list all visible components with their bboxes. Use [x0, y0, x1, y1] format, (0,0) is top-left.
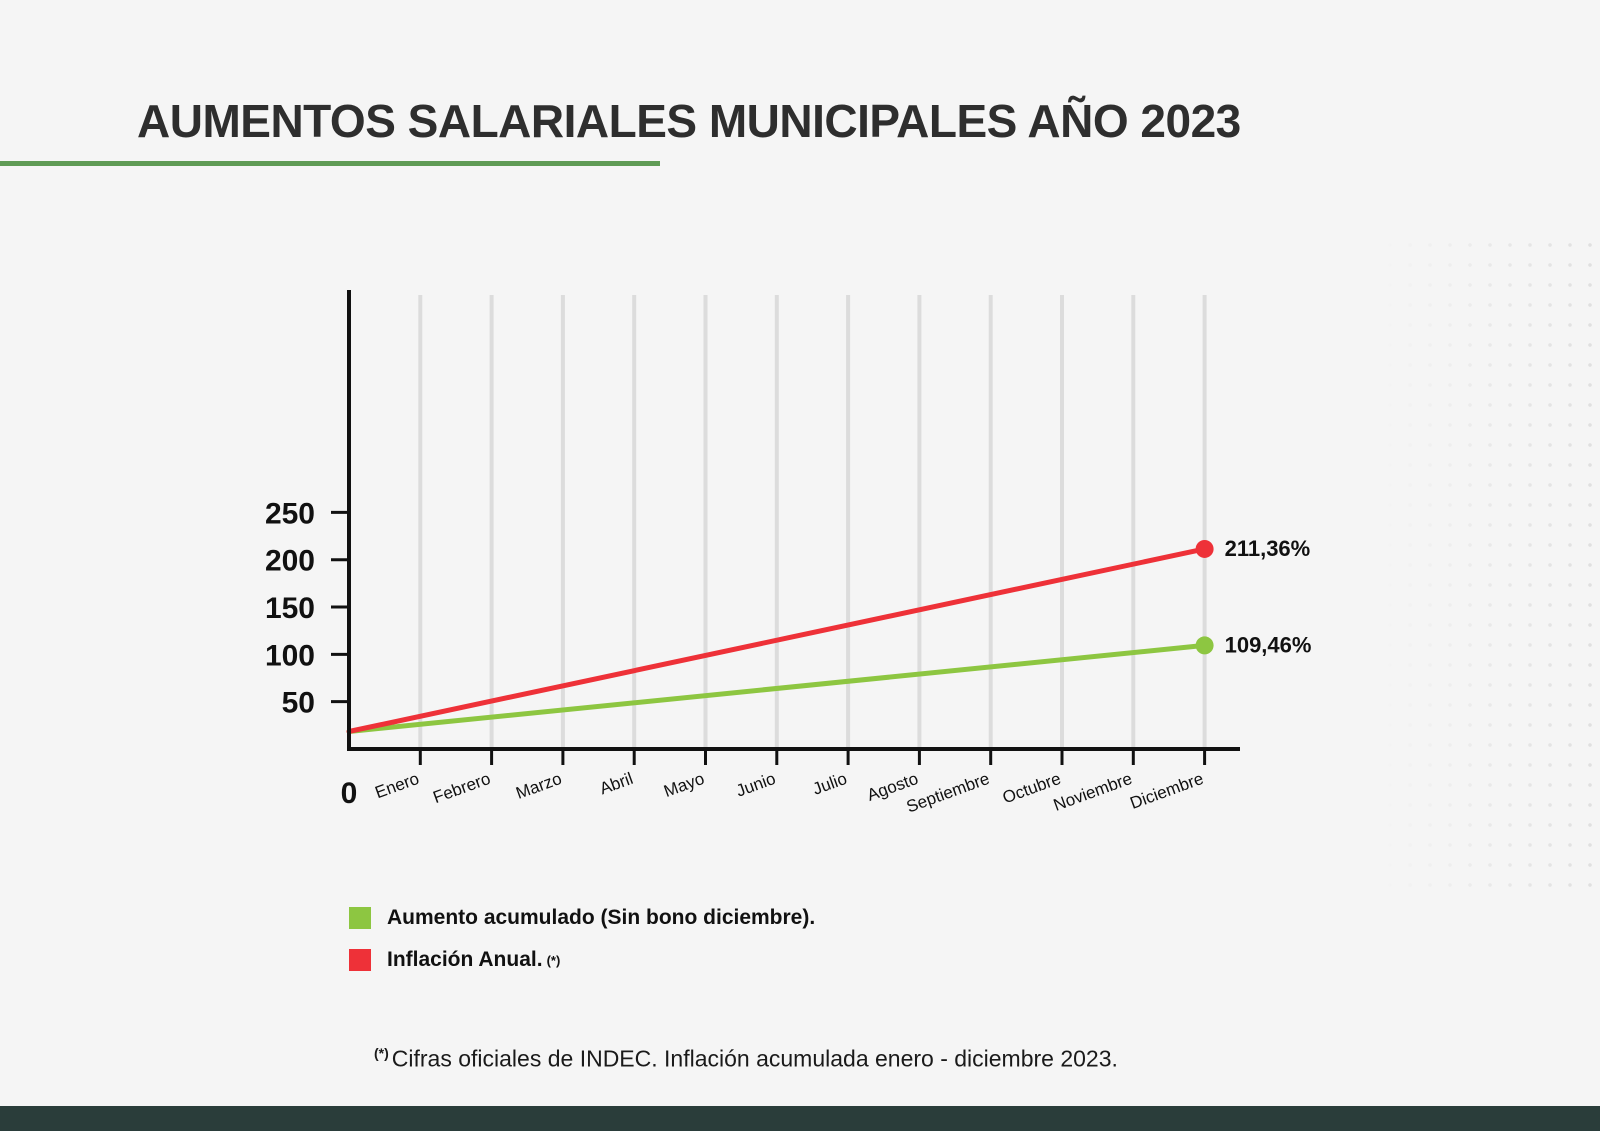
series-line-salary — [346, 642, 1208, 734]
legend-label-salary: Aumento acumulado (Sin bono diciembre). — [387, 906, 816, 929]
title-underline — [0, 161, 660, 166]
footnote-text: Cifras oficiales de INDEC. Inflación acu… — [391, 1045, 1118, 1072]
page-title: AUMENTOS SALARIALES MUNICIPALES AÑO 2023 — [137, 95, 1241, 147]
x-tick-label-junio: Junio — [733, 769, 778, 801]
legend-item-salary: Aumento acumulado (Sin bono diciembre). — [349, 897, 815, 939]
x-tick-label-marzo: Marzo — [513, 769, 564, 803]
y-tick-label-100: 100 — [265, 639, 315, 672]
x-tick-label-abril: Abril — [597, 769, 635, 798]
y-tick-label-250: 250 — [265, 497, 315, 530]
legend-footnote-mark: (*) — [546, 952, 561, 968]
legend-item-inflation: Inflación Anual. (*) — [349, 939, 815, 981]
chart-legend: Aumento acumulado (Sin bono diciembre). … — [349, 897, 815, 981]
legend-swatch-salary — [349, 907, 371, 929]
chart-grid — [418, 295, 1207, 749]
series-line-inflation — [346, 546, 1208, 734]
legend-label-inflation: Inflación Anual. — [387, 948, 543, 971]
dot-pattern-decoration — [1380, 235, 1600, 895]
x-origin-label: 0 — [341, 777, 358, 810]
chart-axes — [347, 290, 1240, 751]
series-endpoint-salary — [1195, 636, 1214, 655]
y-tick-label-200: 200 — [265, 545, 315, 578]
x-tick-label-febrero: Febrero — [431, 769, 493, 807]
x-tick-label-noviembre: Noviembre — [1051, 769, 1135, 815]
series-end-label-salary: 109,46% — [1225, 632, 1312, 657]
footer-bar — [0, 1106, 1600, 1131]
x-tick-label-septiembre: Septiembre — [904, 769, 992, 817]
chart-series — [346, 539, 1214, 734]
x-tick-label-julio: Julio — [810, 769, 849, 799]
y-tick-label-50: 50 — [282, 687, 315, 720]
chart-ticks — [331, 510, 1207, 765]
series-end-label-inflation: 211,36% — [1225, 536, 1311, 561]
footnote: (*) Cifras oficiales de INDEC. Inflación … — [374, 1045, 1118, 1073]
footnote-mark: (*) — [374, 1045, 389, 1061]
series-endpoint-inflation — [1195, 539, 1214, 558]
legend-swatch-inflation — [349, 949, 371, 971]
x-tick-label-mayo: Mayo — [661, 769, 707, 801]
line-chart: 50 100 150 200 250 0 Enero Febrero Marzo Abril May… — [265, 290, 1312, 817]
x-tick-label-enero: Enero — [373, 769, 422, 802]
x-tick-label-diciembre: Diciembre — [1128, 769, 1206, 813]
y-tick-label-150: 150 — [265, 592, 315, 625]
